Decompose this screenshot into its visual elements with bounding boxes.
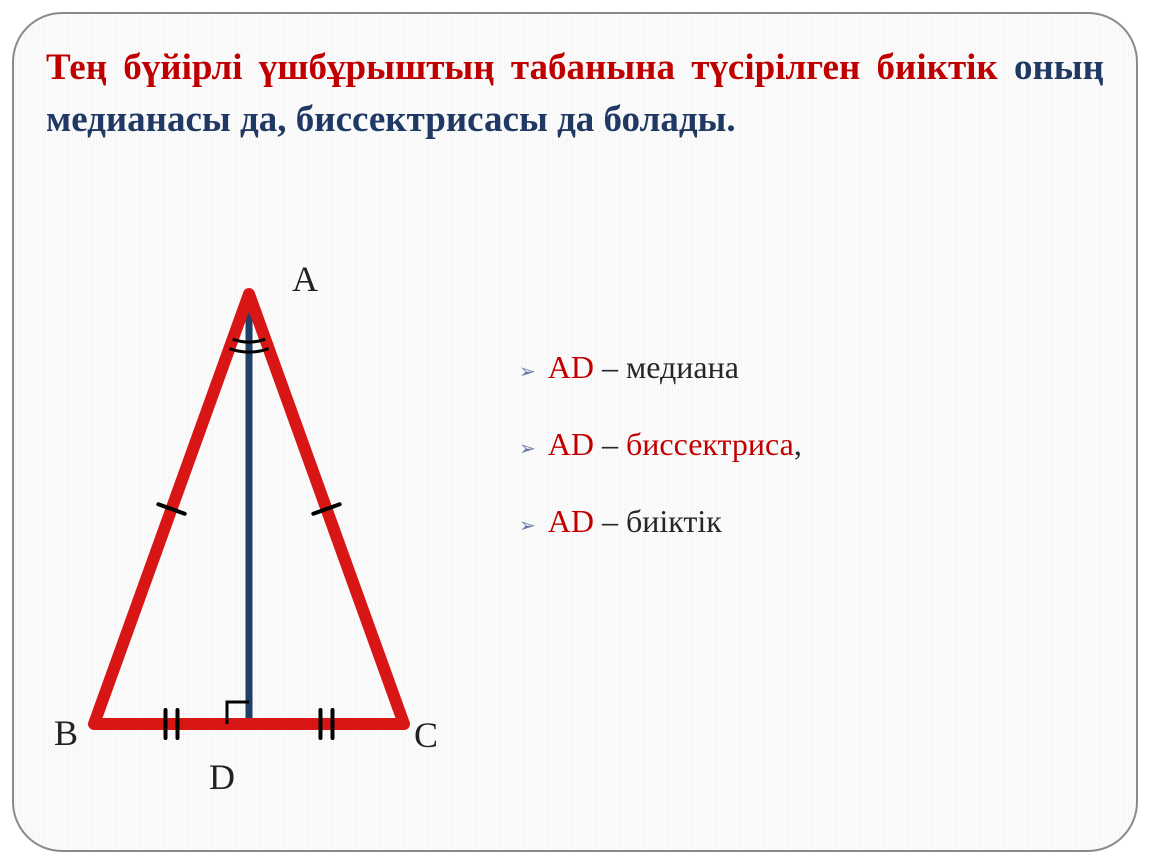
bullet-arrow-icon: ➢ — [519, 502, 536, 550]
dash: – — [594, 349, 626, 385]
bullet-label: биссектриса — [626, 426, 794, 462]
segment-name: AD — [548, 426, 594, 462]
segment-name: AD — [548, 349, 594, 385]
list-item: ➢ AD – биссектриса, — [519, 406, 802, 483]
list-item: ➢ AD – биіктік — [519, 483, 802, 560]
bullet-label: биіктік — [626, 503, 722, 539]
trailing: , — [794, 426, 802, 462]
dash: – — [594, 503, 626, 539]
title-red-part: Тең бүйірлі үшбұрыштың табанына түсірілг… — [46, 47, 998, 88]
triangle-diagram: A B C D — [44, 254, 474, 814]
segment-name: AD — [548, 503, 594, 539]
vertex-label-d: D — [209, 756, 235, 798]
vertex-label-a: A — [292, 258, 318, 300]
bullet-arrow-icon: ➢ — [519, 425, 536, 473]
bullet-arrow-icon: ➢ — [519, 348, 536, 396]
title-text: Тең бүйірлі үшбұрыштың табанына түсірілг… — [46, 42, 1104, 146]
triangle-svg — [44, 254, 474, 814]
bullet-label: медиана — [626, 349, 739, 385]
list-item: ➢ AD – медиана — [519, 329, 802, 406]
bullet-list: ➢ AD – медиана ➢ AD – биссектриса, ➢ AD … — [519, 329, 802, 559]
vertex-label-b: B — [54, 712, 78, 754]
vertex-label-c: C — [414, 714, 438, 756]
dash: – — [594, 426, 626, 462]
slide-frame: Тең бүйірлі үшбұрыштың табанына түсірілг… — [12, 12, 1138, 852]
